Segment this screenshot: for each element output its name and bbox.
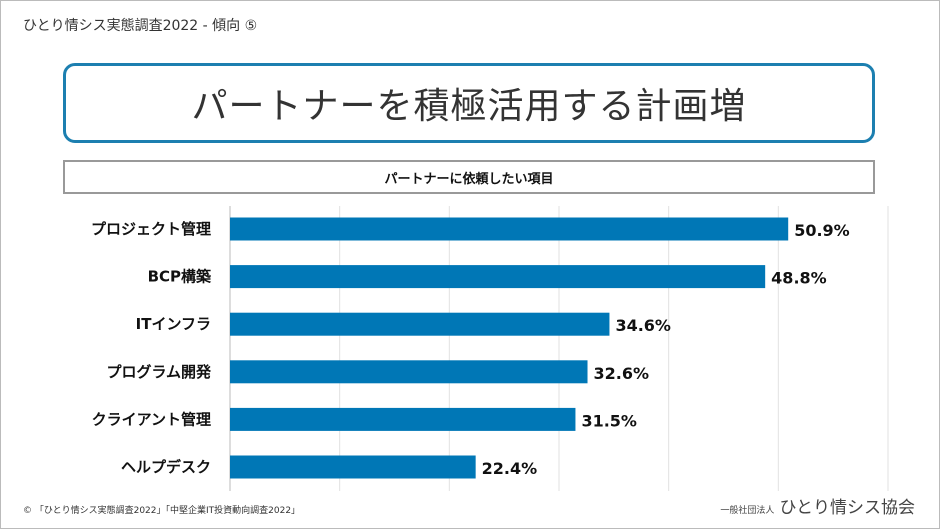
slide-title: パートナーを積極活用する計画増 [63,63,875,143]
chart-title: パートナーに依頼したい項目 [63,160,875,194]
bar [230,312,610,336]
category-label: ヘルプデスク [121,458,211,476]
header-title: ひとり情シス実態調査2022 - 傾向 ⑤ [23,18,258,34]
category-label: ITインフラ [136,315,211,333]
bar [230,407,576,431]
bar [230,360,588,384]
data-label: 34.6% [615,316,671,335]
data-label: 48.8% [771,269,827,288]
category-label: クライアント管理 [92,410,211,428]
source-note: © 「ひとり情シス実態調査2022」「中堅企業IT投資動向調査2022」 [23,506,301,516]
data-label: 32.6% [594,364,650,383]
org-prefix: 一般社団法人 [720,506,775,516]
data-label: 31.5% [581,411,637,430]
data-label: 50.9% [794,221,850,240]
org-name: ひとり情シス協会 [779,498,916,518]
bar [230,455,476,479]
category-label: BCP構築 [148,268,212,286]
category-label: プログラム開発 [106,363,212,381]
bar [230,265,766,289]
category-label: プロジェクト管理 [91,220,211,238]
org-logo: 一般社団法人 ひとり情シス協会 [720,493,915,518]
data-label: 22.4% [482,459,538,478]
bar [230,217,789,241]
